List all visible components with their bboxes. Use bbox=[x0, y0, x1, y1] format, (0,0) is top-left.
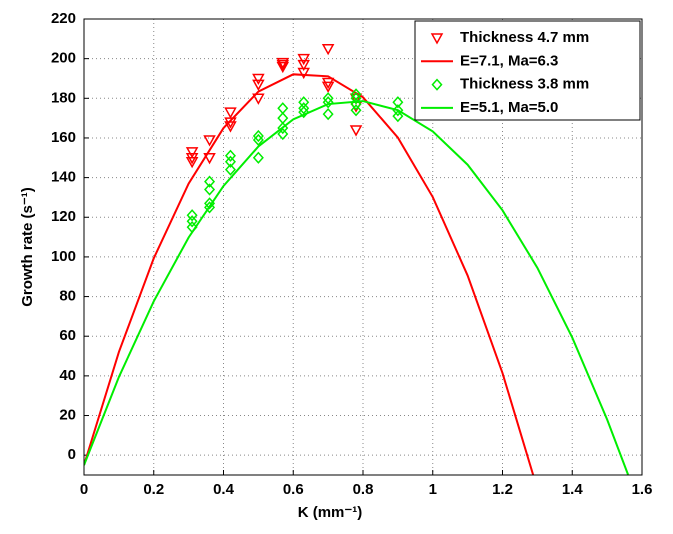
x-tick-label: 1.6 bbox=[632, 481, 653, 498]
fit-line bbox=[84, 100, 629, 475]
legend-label: E=7.1, Ma=6.3 bbox=[460, 52, 558, 69]
x-tick-label: 0.4 bbox=[213, 481, 235, 498]
y-axis-label: Growth rate (s⁻¹) bbox=[19, 187, 36, 307]
data-point bbox=[224, 107, 237, 119]
data-point bbox=[185, 156, 199, 169]
data-point bbox=[297, 53, 310, 66]
data-point bbox=[252, 129, 264, 143]
data-point bbox=[297, 67, 310, 80]
y-tick-label: 40 bbox=[59, 367, 76, 384]
data-point bbox=[252, 79, 265, 91]
y-tick-label: 100 bbox=[51, 248, 76, 265]
data-point bbox=[185, 147, 199, 159]
data-point bbox=[321, 43, 335, 56]
data-point bbox=[392, 96, 404, 109]
x-tick-label: 0 bbox=[80, 481, 88, 498]
y-tick-label: 0 bbox=[68, 446, 76, 463]
x-axis-label: K (mm⁻¹) bbox=[298, 504, 363, 521]
data-point bbox=[277, 127, 289, 141]
legend-marker bbox=[431, 78, 443, 91]
data-point bbox=[350, 92, 362, 105]
data-point bbox=[298, 102, 310, 115]
data-point bbox=[276, 61, 290, 74]
data-point bbox=[203, 153, 216, 165]
legend-label: E=5.1, Ma=5.0 bbox=[460, 99, 558, 116]
data-point bbox=[297, 59, 310, 72]
legend-box bbox=[414, 20, 641, 121]
data-point bbox=[186, 215, 198, 228]
data-point bbox=[204, 183, 216, 196]
x-tick-label: 1 bbox=[429, 481, 437, 498]
x-tick-label: 0.2 bbox=[143, 481, 164, 498]
y-tick-label: 60 bbox=[59, 327, 76, 344]
x-tick-label: 1.4 bbox=[562, 481, 584, 498]
plot-area bbox=[84, 43, 629, 475]
data-point bbox=[252, 133, 264, 147]
data-point bbox=[322, 108, 334, 121]
y-tick-label: 200 bbox=[51, 50, 76, 67]
data-point bbox=[298, 106, 310, 119]
x-tick-label: 0.6 bbox=[283, 481, 304, 498]
y-tick-label: 220 bbox=[51, 10, 76, 27]
fit-line bbox=[84, 73, 535, 475]
x-tick-label: 1.2 bbox=[492, 481, 513, 498]
data-point bbox=[252, 151, 264, 164]
data-point bbox=[349, 125, 363, 137]
data-point bbox=[204, 201, 216, 214]
data-point bbox=[204, 175, 216, 188]
legend-label: Thickness 3.8 mm bbox=[460, 76, 589, 93]
data-point bbox=[203, 135, 216, 147]
data-point bbox=[321, 81, 335, 93]
y-tick-label: 80 bbox=[59, 288, 76, 305]
legend-label: Thickness 4.7 mm bbox=[460, 29, 589, 46]
legend-marker bbox=[430, 33, 444, 45]
y-tick-label: 160 bbox=[51, 129, 76, 146]
data-point bbox=[224, 149, 236, 162]
data-point bbox=[252, 73, 265, 86]
data-point bbox=[322, 96, 334, 109]
plot-frame bbox=[83, 18, 643, 476]
x-tick-label: 0.8 bbox=[353, 481, 374, 498]
y-tick-label: 20 bbox=[59, 406, 76, 423]
data-point bbox=[350, 104, 362, 117]
data-point bbox=[392, 110, 404, 123]
data-point bbox=[224, 155, 236, 168]
y-tick-label: 120 bbox=[51, 208, 76, 225]
data-point bbox=[224, 163, 236, 176]
data-point bbox=[276, 59, 290, 72]
y-tick-label: 180 bbox=[51, 89, 76, 106]
data-point bbox=[186, 209, 198, 222]
data-point bbox=[252, 93, 265, 105]
y-tick-label: 140 bbox=[51, 169, 76, 186]
